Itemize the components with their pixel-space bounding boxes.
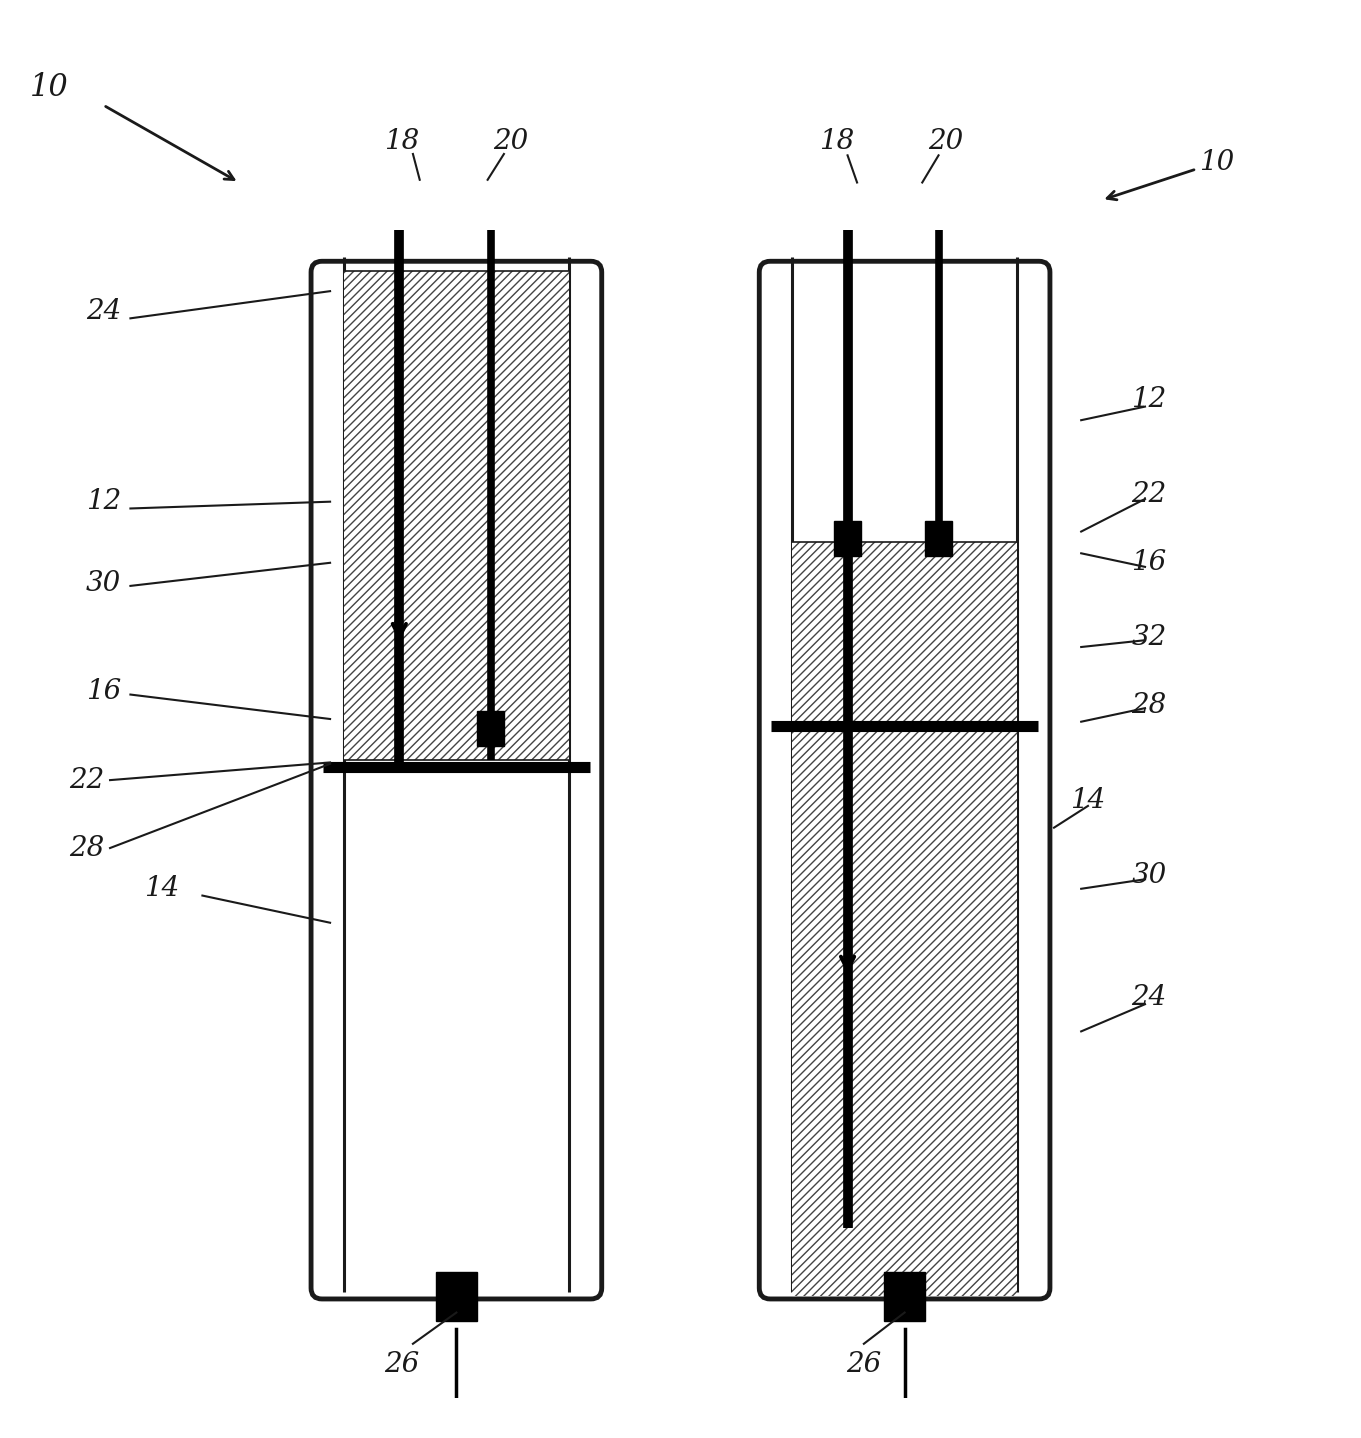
Text: 12: 12 bbox=[86, 487, 121, 515]
Text: 32: 32 bbox=[1131, 624, 1166, 651]
Text: 28: 28 bbox=[1131, 692, 1166, 719]
Text: 12: 12 bbox=[1131, 387, 1166, 413]
Text: 16: 16 bbox=[1131, 549, 1166, 577]
Text: 28: 28 bbox=[69, 834, 105, 861]
Text: 26: 26 bbox=[384, 1350, 419, 1378]
Bar bbox=[885, 1271, 925, 1320]
Bar bbox=[478, 710, 504, 746]
Text: 22: 22 bbox=[1131, 482, 1166, 509]
Text: 20: 20 bbox=[493, 128, 528, 155]
Text: 26: 26 bbox=[847, 1350, 882, 1378]
Text: 10: 10 bbox=[1199, 148, 1234, 175]
FancyBboxPatch shape bbox=[312, 262, 602, 1299]
Bar bbox=[925, 521, 953, 557]
Bar bbox=[792, 542, 1017, 1296]
Bar bbox=[436, 1271, 476, 1320]
Text: 30: 30 bbox=[1131, 861, 1166, 889]
Text: 14: 14 bbox=[1070, 787, 1105, 814]
Text: 16: 16 bbox=[86, 679, 121, 705]
FancyBboxPatch shape bbox=[759, 262, 1049, 1299]
Text: 30: 30 bbox=[86, 569, 121, 597]
Text: 18: 18 bbox=[819, 128, 855, 155]
Bar bbox=[834, 521, 862, 557]
Text: 24: 24 bbox=[86, 298, 121, 325]
Text: 22: 22 bbox=[69, 766, 105, 794]
Text: 20: 20 bbox=[928, 128, 964, 155]
Text: 18: 18 bbox=[384, 128, 419, 155]
Text: 14: 14 bbox=[144, 876, 180, 902]
Bar bbox=[344, 270, 569, 759]
Text: 24: 24 bbox=[1131, 984, 1166, 1011]
Text: 10: 10 bbox=[30, 72, 68, 104]
